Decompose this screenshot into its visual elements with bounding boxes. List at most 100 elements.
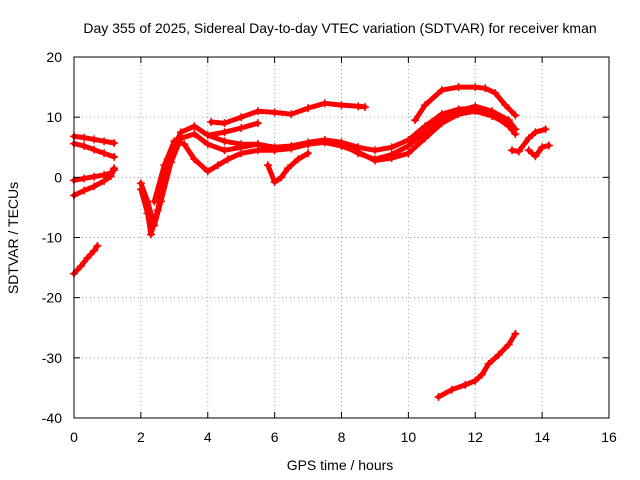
data-point [287, 110, 296, 119]
x-tick-label: 14 [534, 429, 550, 445]
data-point [287, 143, 296, 152]
data-point [220, 137, 229, 146]
data-point [270, 178, 279, 187]
data-point [494, 350, 503, 359]
data-point [404, 142, 413, 151]
y-tick-label: -20 [42, 290, 62, 306]
data-point [370, 156, 379, 165]
data-point [504, 340, 513, 349]
data-point [304, 140, 313, 149]
chart-title: Day 355 of 2025, Sidereal Day-to-day VTE… [83, 20, 596, 36]
series-line [138, 103, 518, 228]
data-point [150, 221, 159, 230]
x-tick-label: 4 [204, 429, 212, 445]
data-point [320, 138, 329, 147]
data-point [93, 241, 102, 250]
data-point [237, 149, 246, 158]
data-point [220, 119, 229, 128]
data-point [524, 146, 533, 155]
y-tick-label: -10 [42, 230, 62, 246]
data-point [90, 182, 99, 191]
data-point [76, 262, 85, 271]
data-point [304, 149, 313, 158]
series-trace-7 [136, 102, 520, 230]
data-point [223, 155, 232, 164]
data-point [100, 137, 109, 146]
data-point [511, 111, 520, 120]
data-point [387, 143, 396, 152]
data-point [320, 99, 329, 108]
data-point [481, 84, 490, 93]
data-point [80, 174, 89, 183]
data-point [110, 139, 119, 148]
data-point [501, 101, 510, 110]
y-axis-label: SDTVAR / TECUs [5, 182, 21, 294]
data-point [253, 146, 262, 155]
data-point [146, 230, 155, 239]
data-point [237, 113, 246, 122]
data-point [337, 101, 346, 110]
data-point [110, 152, 119, 161]
series-trace-9 [203, 119, 262, 140]
x-tick-label: 12 [467, 429, 483, 445]
data-point [106, 172, 115, 181]
data-point [90, 135, 99, 144]
data-point [166, 158, 175, 167]
series-trace-5 [70, 241, 102, 278]
data-point [253, 107, 262, 116]
data-point [511, 125, 520, 134]
x-tick-label: 8 [338, 429, 346, 445]
x-tick-label: 10 [401, 429, 417, 445]
data-point [143, 197, 152, 206]
data-point [337, 142, 346, 151]
data-point [370, 146, 379, 155]
series-line [138, 105, 518, 237]
data-point [83, 253, 92, 262]
data-point [170, 137, 179, 146]
data-point [213, 161, 222, 170]
data-point [80, 142, 89, 151]
data-point [404, 149, 413, 158]
y-tick-label: -40 [42, 410, 62, 426]
data-point [220, 146, 229, 155]
data-point [100, 149, 109, 158]
series-trace-14 [524, 141, 553, 161]
data-point [447, 385, 456, 394]
data-point [487, 111, 496, 120]
x-tick-label: 16 [601, 429, 617, 445]
x-axis-ticks: 0 2 4 6 8 10 12 14 16 [70, 57, 617, 445]
data-point [136, 179, 145, 188]
data-point [544, 141, 553, 150]
data-point [531, 128, 540, 137]
series-trace-8 [150, 107, 520, 206]
data-point [237, 123, 246, 132]
data-point [156, 197, 165, 206]
data-point [277, 173, 286, 182]
data-point [90, 172, 99, 181]
grid-lines [74, 57, 609, 418]
data-point [454, 83, 463, 92]
data-point [434, 392, 443, 401]
data-point [437, 86, 446, 95]
data-point [421, 134, 430, 143]
data-point [360, 102, 369, 111]
data-point [263, 161, 272, 170]
data-point [190, 130, 199, 139]
data-point [203, 140, 212, 149]
data-point [220, 128, 229, 137]
data-point [541, 125, 550, 134]
y-axis-ticks: -40 -30 -20 -10 0 10 20 [42, 49, 609, 426]
data-point [508, 146, 517, 155]
data-point [90, 145, 99, 154]
data-point [80, 133, 89, 142]
data-point [284, 164, 292, 173]
series-line [436, 331, 518, 400]
data-point [354, 102, 363, 111]
data-point [477, 370, 486, 379]
data-point [354, 148, 363, 157]
data-point [514, 147, 523, 156]
data-point [491, 89, 500, 98]
data-point [253, 119, 262, 128]
data-point [190, 155, 199, 164]
y-tick-label: -30 [42, 350, 62, 366]
